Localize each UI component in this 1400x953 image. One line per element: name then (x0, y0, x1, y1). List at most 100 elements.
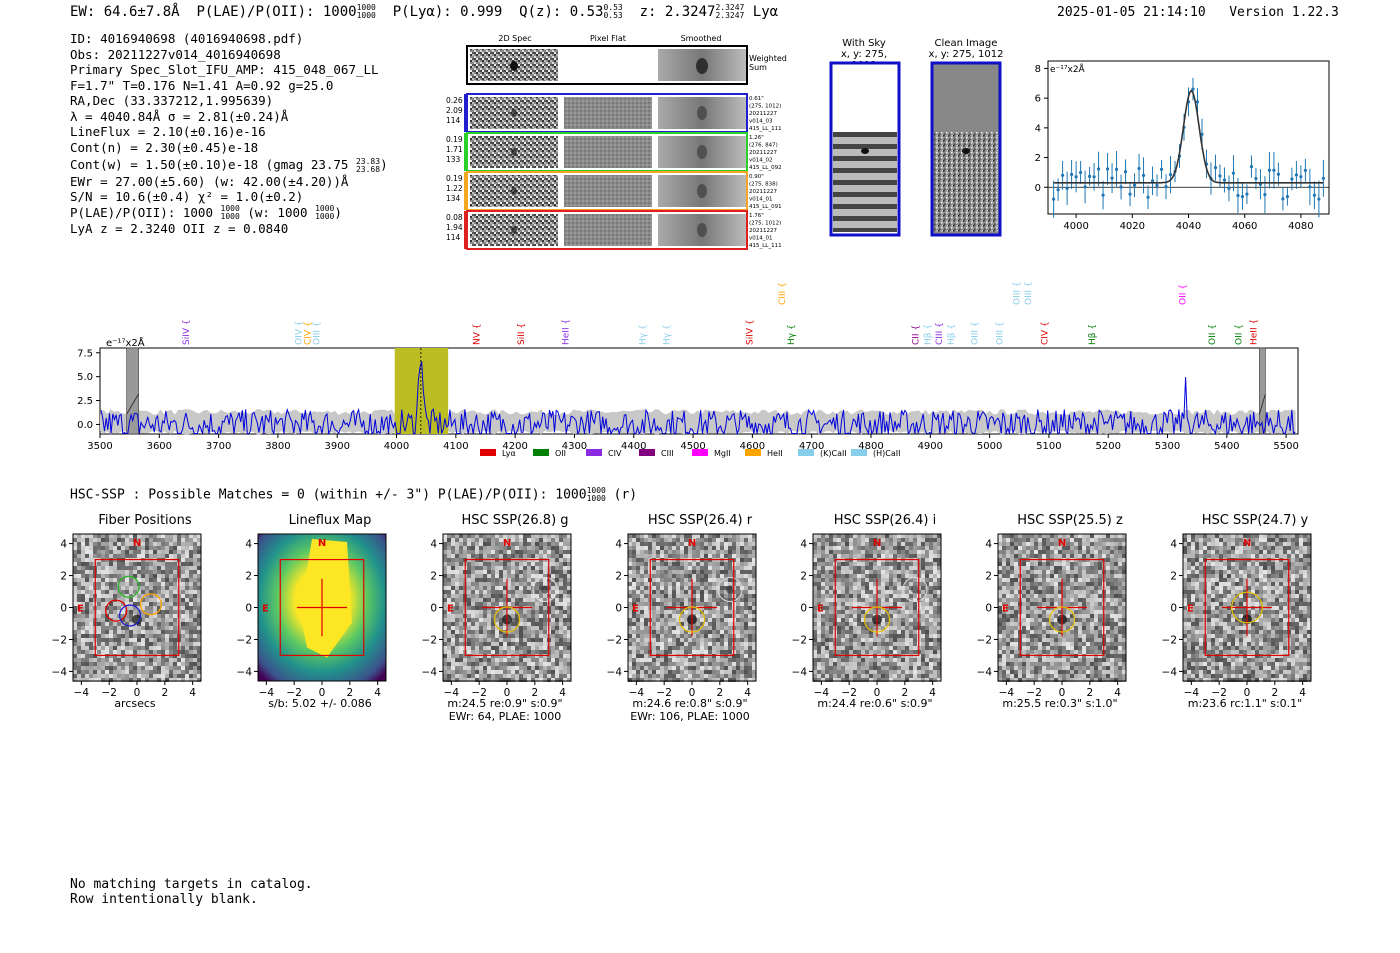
spectrum-xtick-label: 4900 (918, 441, 943, 452)
thumb-pixel (660, 618, 664, 622)
thumb-pixel (121, 550, 125, 554)
thumb-pixel (173, 578, 177, 582)
cutout-row-2-info: 415_LL_092 (749, 165, 782, 171)
thumb-pixel (716, 662, 720, 666)
thumb-pixel (85, 606, 89, 610)
cutout-row-1-info: (275, 1012) (749, 104, 781, 110)
thumb-pixel (455, 622, 459, 626)
thumb-pixel (157, 614, 161, 618)
thumb-pixel (680, 646, 684, 650)
thumb-pixel (644, 566, 648, 570)
thumb-pixel (113, 678, 117, 682)
thumb-pixel (720, 626, 724, 630)
thumb-pixel (539, 626, 543, 630)
thumb-pixel (881, 598, 885, 602)
thumb-pixel (475, 678, 479, 682)
thumb-pixel (81, 678, 85, 682)
thumb-pixel (567, 642, 571, 646)
thumb-pixel (752, 646, 756, 650)
thumb-pixel (197, 590, 201, 594)
thumb-pixel (933, 634, 937, 638)
thumb-pixel (696, 634, 700, 638)
thumb-pixel (748, 590, 752, 594)
thumb-pixel (696, 590, 700, 594)
thumb-pixel (901, 582, 905, 586)
thumb-pixel (853, 566, 857, 570)
thumb-pixel (893, 646, 897, 650)
thumb-pixel (664, 610, 668, 614)
thumb-pixel (539, 574, 543, 578)
thumb-pixel (121, 578, 125, 582)
thumb-pixel (740, 610, 744, 614)
thumb-pixel (845, 634, 849, 638)
thumb-pixel (881, 630, 885, 634)
thumb-xtick-label: 2 (716, 687, 723, 699)
thumb-pixel (527, 618, 531, 622)
thumb-pixel (153, 586, 157, 590)
thumb-pixel (507, 634, 511, 638)
thumb-pixel (543, 602, 547, 606)
thumb-pixel (861, 626, 865, 630)
thumb-pixel (668, 542, 672, 546)
thumb-pixel (752, 642, 756, 646)
thumb-pixel (716, 630, 720, 634)
thumb-pixel (153, 554, 157, 558)
thumb-pixel (660, 598, 664, 602)
thumb-pixel (483, 554, 487, 558)
thumb-pixel (539, 674, 543, 678)
thumb-pixel (881, 638, 885, 642)
thumb-pixel (511, 534, 515, 538)
thumb-pixel (455, 550, 459, 554)
thumb-pixel (708, 538, 712, 542)
thumb-pixel (688, 582, 692, 586)
thumb-pixel (459, 594, 463, 598)
thumb-pixel (813, 642, 817, 646)
thumb-pixel (97, 634, 101, 638)
thumb-pixel (821, 630, 825, 634)
thumb-pixel (696, 630, 700, 634)
thumb-pixel (181, 578, 185, 582)
thumb-pixel (877, 626, 881, 630)
thumb-pixel (857, 590, 861, 594)
thumb-pixel (837, 550, 841, 554)
thumb-pixel (885, 650, 889, 654)
thumb-pixel (471, 554, 475, 558)
thumb-pixel (97, 638, 101, 642)
thumb-pixel (567, 598, 571, 602)
thumb-pixel (640, 570, 644, 574)
thumb-pixel (905, 538, 909, 542)
thumb-pixel (692, 666, 696, 670)
thumb-pixel (873, 542, 877, 546)
thumb-pixel (752, 538, 756, 542)
thumb-pixel (149, 646, 153, 650)
thumb-pixel (181, 558, 185, 562)
thumb-pixel (708, 590, 712, 594)
thumb-pixel (849, 606, 853, 610)
thumb-pixel (821, 566, 825, 570)
thumb-pixel (101, 646, 105, 650)
thumb-pixel (640, 538, 644, 542)
thumb-pixel (841, 610, 845, 614)
thumb-pixel (173, 670, 177, 674)
thumb-pixel (925, 638, 929, 642)
thumb-pixel (531, 618, 535, 622)
thumb-pixel (652, 574, 656, 578)
thumb-pixel (873, 650, 877, 654)
thumb-pixel (628, 542, 632, 546)
thumb-pixel (813, 646, 817, 650)
thumb-pixel (644, 534, 648, 538)
thumb-pixel (539, 538, 543, 542)
thumb-pixel (817, 630, 821, 634)
thumb-pixel (636, 562, 640, 566)
thumb-pixel (181, 614, 185, 618)
thumb-pixel (105, 646, 109, 650)
thumb-pixel (853, 578, 857, 582)
thumb-pixel (105, 542, 109, 546)
thumb-pixel (443, 638, 447, 642)
thumb-pixel (161, 666, 165, 670)
thumb-pixel (567, 566, 571, 570)
thumb-pixel (660, 582, 664, 586)
thumb-pixel (925, 618, 929, 622)
thumb-ytick-label: 4 (60, 539, 67, 551)
thumb-pixel (89, 590, 93, 594)
